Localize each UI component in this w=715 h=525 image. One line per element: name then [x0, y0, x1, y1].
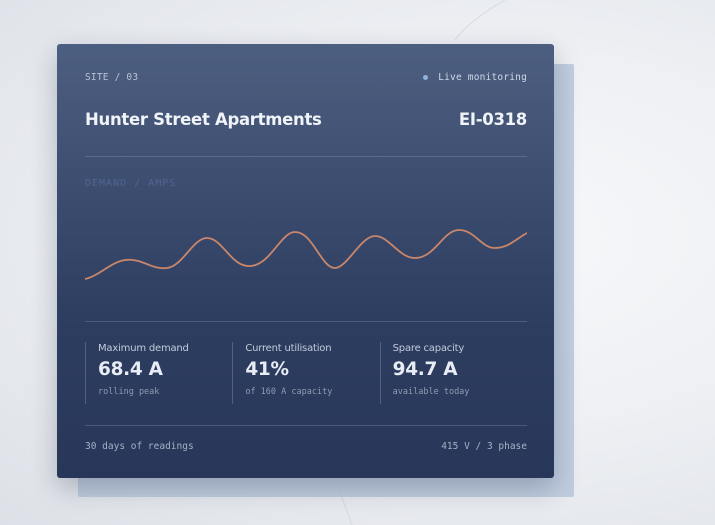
status-text: Live monitoring: [438, 71, 527, 83]
stat-label: Maximum demand: [98, 343, 189, 354]
stat-label: Spare capacity: [392, 343, 465, 354]
stat-sub: of 160 A capacity: [245, 387, 333, 397]
stats-row: Maximum demand 68.4 A rolling peak Curre…: [85, 342, 527, 404]
status-dot-icon: [423, 74, 429, 80]
card-footer: 30 days of readings 415 V / 3 phase: [85, 441, 527, 452]
stat-sub: available today: [392, 387, 470, 397]
live-status: Live monitoring: [423, 72, 527, 83]
readings-count: 30 days of readings: [85, 441, 194, 452]
stat-current-utilisation: Current utilisation 41% of 160 A capacit…: [232, 342, 379, 404]
chart-label: DEMAND / AMPS: [85, 178, 177, 189]
site-card: SITE / 03 Live monitoring Hunter Street …: [57, 44, 554, 478]
site-title: Hunter Street Apartments: [85, 110, 322, 129]
divider: [85, 321, 527, 322]
demand-line: [85, 229, 527, 280]
card-header-row: SITE / 03 Live monitoring: [85, 70, 527, 84]
title-row: Hunter Street Apartments EI-0318: [85, 110, 527, 129]
stat-sub: rolling peak: [98, 387, 160, 397]
stat-label: Current utilisation: [245, 343, 332, 354]
site-code: EI-0318: [458, 110, 527, 129]
demand-sparkline: [85, 229, 527, 280]
stat-maximum-demand: Maximum demand 68.4 A rolling peak: [85, 342, 232, 404]
stat-spare-capacity: Spare capacity 94.7 A available today: [379, 342, 527, 404]
divider: [85, 156, 527, 157]
supply-spec: 415 V / 3 phase: [441, 441, 527, 452]
stat-value: 94.7 A: [392, 359, 458, 380]
stat-value: 41%: [245, 359, 289, 380]
divider: [85, 425, 527, 426]
site-label: SITE / 03: [85, 71, 139, 83]
stat-value: 68.4 A: [98, 359, 163, 380]
